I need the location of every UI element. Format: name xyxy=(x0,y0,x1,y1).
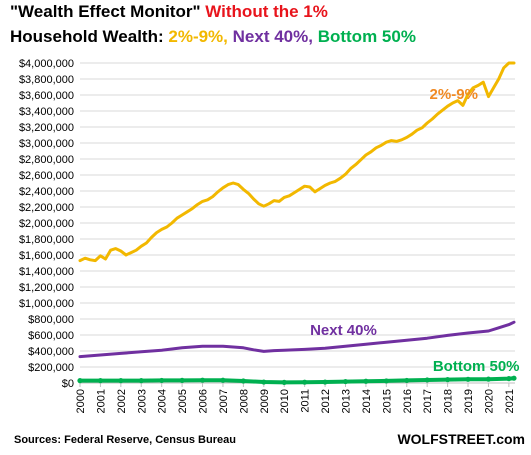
series-annotation-2: Next 40% xyxy=(310,322,377,339)
series-point xyxy=(424,377,430,383)
series-layer xyxy=(77,61,517,385)
series-point xyxy=(404,377,410,384)
series-point xyxy=(159,377,165,384)
series-line-2 xyxy=(78,320,516,359)
series-label-layer: 2%-9% Next 40% Bottom 50% xyxy=(310,86,519,375)
x-tick-label: 2012 xyxy=(320,389,332,413)
x-tick-label: 2011 xyxy=(300,389,312,413)
series-point xyxy=(199,377,206,383)
y-tick-label: $3,000,000 xyxy=(19,138,74,150)
title-accent: Without the 1% xyxy=(205,2,328,21)
series-point xyxy=(322,379,328,385)
x-tick-label: 2007 xyxy=(218,389,230,413)
y-tick-label: $1,400,000 xyxy=(19,266,74,278)
y-tick-label: $0 xyxy=(62,378,74,390)
x-tick-label: 2002 xyxy=(116,389,128,413)
x-tick-label: 2010 xyxy=(279,389,291,413)
x-tick-label: 2014 xyxy=(361,389,373,413)
y-tick-label: $1,200,000 xyxy=(19,282,74,294)
y-tick-label: $4,000,000 xyxy=(19,58,74,70)
line-chart: $0 $200,000 $400,000 $600,000 $800,000 $1,000… xyxy=(19,58,520,413)
y-tick-label: $3,200,000 xyxy=(19,122,74,134)
axis-layer: $0 $200,000 $400,000 $600,000 $800,000 $1,000… xyxy=(19,58,516,413)
chart-title-line-2: Household Wealth: 2%-9%, Next 40%, Botto… xyxy=(10,27,416,47)
x-tick-label: 2006 xyxy=(198,389,210,413)
title-main: "Wealth Effect Monitor" xyxy=(10,2,201,21)
y-tick-label: $800,000 xyxy=(28,314,74,326)
x-tick-label: 2015 xyxy=(381,389,393,413)
y-tick-label: $1,600,000 xyxy=(19,250,74,262)
series-point xyxy=(511,375,517,381)
title-series-next-40: Next 40%, xyxy=(232,27,313,46)
y-tick-label: $3,600,000 xyxy=(19,90,74,102)
y-tick-label: $2,200,000 xyxy=(19,202,74,214)
title-series-bottom-50: Bottom 50% xyxy=(317,27,416,46)
series-annotation-1: 2%-9% xyxy=(430,86,478,103)
series-point xyxy=(445,377,451,383)
y-tick-label: $3,400,000 xyxy=(19,106,74,118)
source-note: Sources: Federal Reserve, Census Bureau xyxy=(14,434,236,446)
series-point xyxy=(383,378,389,384)
series-point xyxy=(465,376,471,382)
x-tick-label: 2020 xyxy=(483,389,495,413)
y-tick-label: $1,800,000 xyxy=(19,234,74,246)
chart-title-line-1: "Wealth Effect Monitor" Without the 1% xyxy=(10,2,328,22)
y-tick-label: $2,400,000 xyxy=(19,186,74,198)
series-point xyxy=(302,379,308,385)
y-tick-label: $2,000,000 xyxy=(19,218,74,230)
series-point xyxy=(77,378,83,384)
x-tick-label: 2000 xyxy=(75,389,87,413)
x-tick-label: 2003 xyxy=(136,389,148,413)
series-point xyxy=(261,379,267,385)
series-point xyxy=(485,376,492,382)
x-tick-label: 2009 xyxy=(259,389,271,413)
y-tick-label: $3,800,000 xyxy=(19,74,74,86)
x-tick-label: 2008 xyxy=(238,389,250,413)
series-point xyxy=(220,377,226,383)
x-tick-label: 2016 xyxy=(402,389,414,413)
y-tick-label: $600,000 xyxy=(28,330,74,342)
series-point xyxy=(97,378,104,384)
title-series-2-9: 2%-9%, xyxy=(168,27,228,46)
series-line-1 xyxy=(78,61,516,263)
series-point xyxy=(281,379,287,385)
y-tick-label: $1,000,000 xyxy=(19,298,74,310)
y-tick-label: $400,000 xyxy=(28,346,74,358)
title-prefix: Household Wealth: xyxy=(10,27,164,46)
brand-logo-text: WOLFSTREET.com xyxy=(397,431,525,447)
x-tick-label: 2004 xyxy=(157,389,169,413)
series-annotation-3: Bottom 50% xyxy=(433,358,520,375)
series-point xyxy=(179,377,185,383)
x-tick-label: 2017 xyxy=(422,389,434,413)
series-point xyxy=(342,378,349,385)
series-point xyxy=(363,378,369,384)
series-point xyxy=(118,378,124,384)
x-tick-label: 2021 xyxy=(504,389,516,413)
y-tick-label: $200,000 xyxy=(28,362,74,374)
x-tick-label: 2019 xyxy=(463,389,475,413)
x-tick-label: 2013 xyxy=(340,389,352,413)
y-tick-label: $2,800,000 xyxy=(19,154,74,166)
series-point xyxy=(506,376,512,382)
series-point xyxy=(138,378,144,384)
y-tick-label: $2,600,000 xyxy=(19,170,74,182)
x-tick-label: 2018 xyxy=(443,389,455,413)
x-tick-label: 2001 xyxy=(95,389,107,413)
x-tick-label: 2005 xyxy=(177,389,189,413)
series-point xyxy=(240,378,246,384)
